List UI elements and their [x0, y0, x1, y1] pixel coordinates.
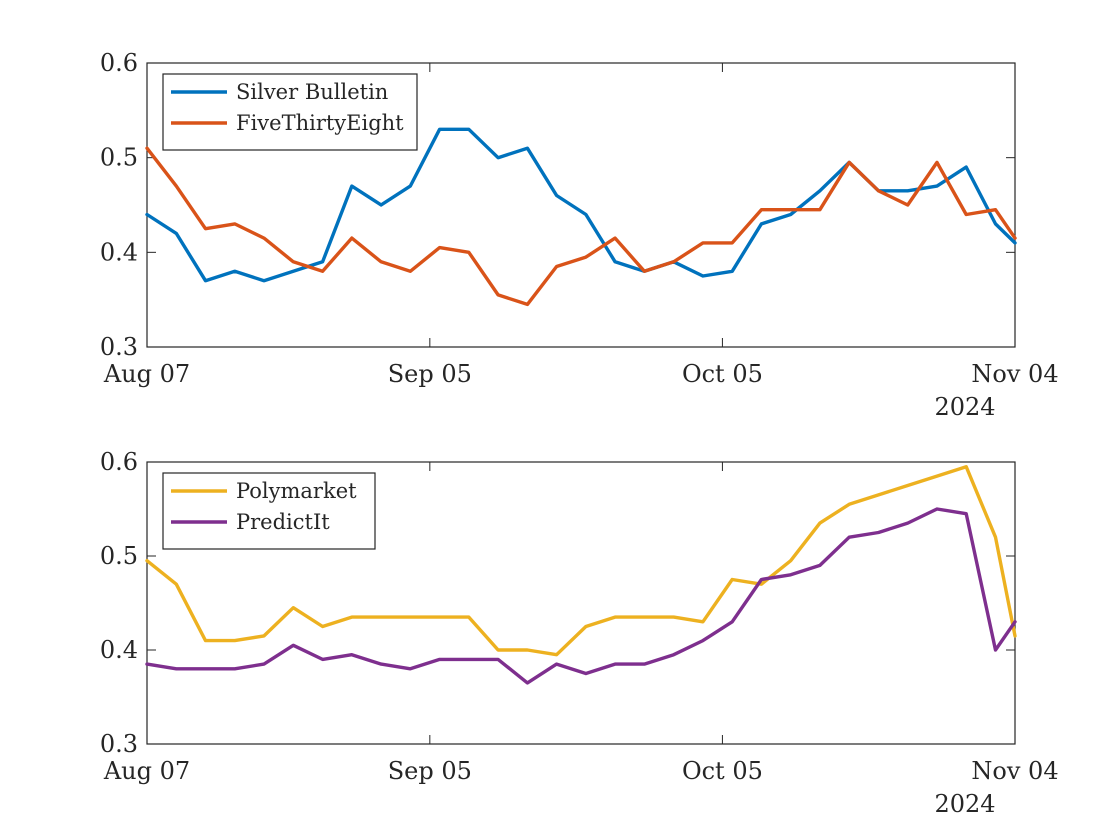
x-tick-label: Nov 04 [971, 360, 1058, 388]
legend-label: FiveThirtyEight [236, 111, 404, 135]
legend: Polymarket PredictIt [162, 472, 376, 550]
x-tick-label: Oct 05 [682, 360, 763, 388]
x-tick-label: Nov 04 [971, 757, 1058, 785]
legend-label: PredictIt [236, 510, 330, 534]
legend-box [162, 472, 376, 550]
legend-box [162, 73, 418, 151]
y-tick-label: 0.5 [100, 144, 138, 172]
legend-label: Silver Bulletin [236, 80, 388, 104]
x-axis-year-label: 2024 [934, 790, 995, 818]
x-tick-label: Sep 05 [388, 360, 472, 388]
y-tick-label: 0.4 [100, 636, 138, 664]
legend: Silver Bulletin FiveThirtyEight [162, 73, 418, 151]
y-tick-label: 0.6 [100, 49, 138, 77]
x-tick-label: Oct 05 [682, 757, 763, 785]
y-tick-label: 0.5 [100, 542, 138, 570]
x-axis-year-label: 2024 [934, 393, 995, 421]
x-tick-label: Sep 05 [388, 757, 472, 785]
y-tick-label: 0.3 [100, 333, 138, 361]
x-tick-label: Aug 07 [103, 757, 190, 785]
y-tick-label: 0.4 [100, 238, 138, 266]
legend-label: Polymarket [236, 479, 357, 503]
chart-panel-2: 0.3 0.4 0.5 0.6 Aug 07 Sep 05 Oct 05 Nov 04 2024… [100, 448, 1059, 818]
chart-panel-1: 0.3 0.4 0.5 0.6 Aug 07 Sep 05 Oct 05 Nov 04 2024… [100, 49, 1059, 421]
y-tick-label: 0.6 [100, 448, 138, 476]
y-tick-label: 0.3 [100, 730, 138, 758]
x-tick-label: Aug 07 [103, 360, 190, 388]
series-line-fivethirtyeight [145, 146, 1017, 307]
series-line-predictit [145, 507, 1017, 685]
series-line-polymarket [145, 465, 1017, 657]
